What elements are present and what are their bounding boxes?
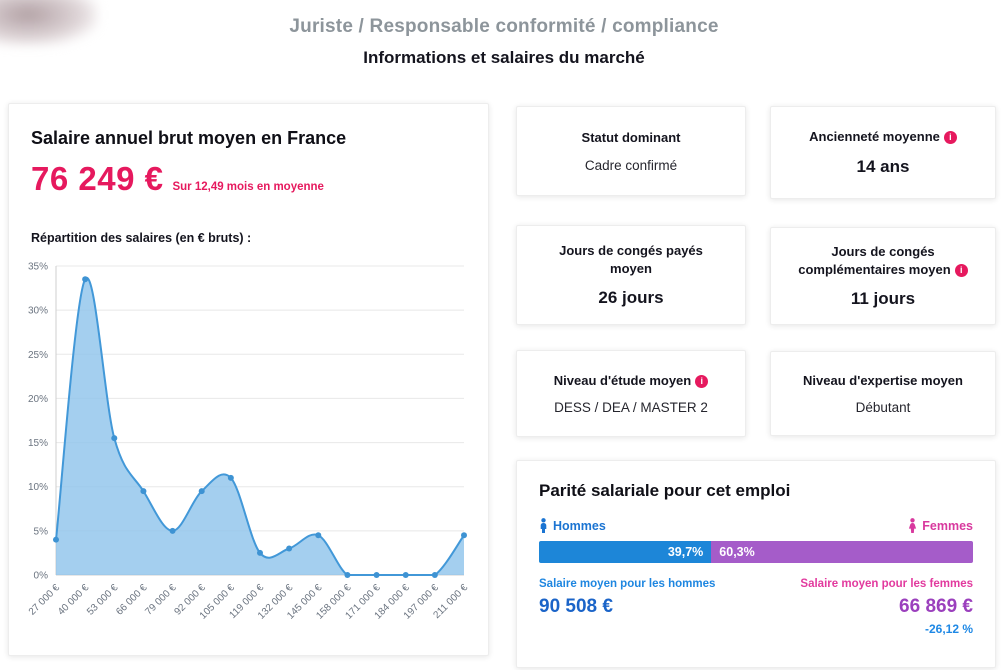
men-salary-value: 90 508 €	[539, 596, 613, 617]
parity-bar-men: 39,7%	[539, 541, 712, 563]
legend-women: Femmes	[908, 518, 973, 533]
parity-men-pct: 39,7%	[667, 545, 704, 559]
stat-card-statut-dominant: Statut dominant Cadre confirmé	[516, 106, 746, 196]
svg-text:15%: 15%	[28, 438, 48, 449]
women-salary-label: Salaire moyen pour les femmes	[800, 578, 973, 590]
info-icon[interactable]: i	[943, 131, 957, 145]
parity-stacked-bar: 39,7% 60,3%	[539, 541, 973, 563]
stat-value: Débutant	[855, 400, 911, 416]
legend-men-label: Hommes	[553, 518, 606, 533]
info-icon[interactable]: i	[954, 263, 968, 277]
stat-label-text: Jours de congés payés moyen	[559, 242, 703, 276]
stat-label: Jours de congés payés moyen	[546, 242, 716, 277]
info-icon[interactable]: i	[695, 374, 709, 388]
stat-label-text: Statut dominant	[581, 130, 681, 146]
female-icon	[909, 518, 917, 533]
salary-gap-value: -26,12 %	[924, 622, 973, 636]
stat-card-niveau-expertise: Niveau d'expertise moyen Débutant	[770, 351, 996, 436]
legend-men: Hommes	[539, 518, 606, 533]
parity-bottom: Salaire moyen pour les hommes 90 508 € S…	[539, 578, 973, 636]
svg-text:30%: 30%	[28, 306, 48, 317]
stat-label: Ancienneté moyenne i	[809, 128, 957, 146]
stat-label: Statut dominant	[582, 129, 681, 147]
svg-text:0%: 0%	[34, 571, 49, 582]
average-salary-row: 76 249 € Sur 12,49 mois en moyenne	[31, 160, 324, 198]
stat-card-anciennete-moyenne: Ancienneté moyenne i 14 ans	[770, 106, 996, 199]
parity-bar-women: 60,3%	[711, 541, 973, 563]
men-salary-label: Salaire moyen pour les hommes	[539, 578, 716, 590]
stat-value: 11 jours	[850, 289, 916, 309]
stat-value: DESS / DEA / MASTER 2	[554, 400, 708, 416]
stat-value: 26 jours	[598, 288, 664, 308]
stat-label-text: Niveau d'étude moyen	[553, 372, 692, 388]
stat-value: Cadre confirmé	[584, 157, 678, 173]
stat-label-text: Niveau d'expertise moyen	[803, 372, 963, 388]
stat-label-text: Ancienneté moyenne	[809, 129, 940, 145]
average-salary-card: Salaire annuel brut moyen en France 76 2…	[8, 103, 489, 656]
salary-card-title: Salaire annuel brut moyen en France	[31, 128, 347, 148]
svg-text:35%: 35%	[28, 262, 48, 273]
stat-label: Niveau d'étude moyen i	[553, 372, 709, 390]
stat-label: Jours de congés complémentaires moyen i	[798, 243, 968, 278]
average-salary-value: 76 249 €	[31, 160, 164, 197]
svg-text:10%: 10%	[28, 482, 48, 493]
stat-value: 14 ans	[856, 156, 910, 176]
salary-parity-card: Parité salariale pour cet emploi Hommes …	[516, 460, 996, 668]
stat-label-text: Jours de congés complémentaires moyen	[798, 243, 951, 277]
average-salary-note: Sur 12,49 mois en moyenne	[172, 181, 324, 193]
salary-distribution-chart: 0%5%10%15%20%25%30%35%27 000 €40 000 €53…	[27, 262, 471, 622]
women-salary-block: Salaire moyen pour les femmes 66 869 € -…	[800, 578, 973, 636]
legend-women-label: Femmes	[922, 518, 973, 533]
distribution-label: Répartition des salaires (en € bruts) :	[31, 231, 252, 245]
men-salary-block: Salaire moyen pour les hommes 90 508 €	[539, 578, 715, 636]
parity-title: Parité salariale pour cet emploi	[539, 481, 791, 500]
women-salary-value: 66 869 €	[899, 596, 973, 617]
stat-card-conges-complementaires: Jours de congés complémentaires moyen i 1…	[770, 227, 996, 325]
svg-text:25%: 25%	[28, 350, 48, 361]
partial-logo-image	[0, 0, 98, 46]
parity-legend: Hommes Femmes	[539, 518, 973, 533]
stat-label: Niveau d'expertise moyen	[803, 372, 963, 390]
parity-women-pct: 60,3%	[719, 545, 755, 559]
page-title: Juriste / Responsable conformité / compl…	[289, 16, 719, 37]
svg-text:5%: 5%	[34, 526, 49, 537]
stat-card-conges-payes: Jours de congés payés moyen 26 jours	[516, 225, 746, 325]
page-subtitle: Informations et salaires du marché	[363, 48, 645, 67]
stat-card-niveau-etude: Niveau d'étude moyen i DESS / DEA / MASTE…	[516, 350, 746, 437]
svg-text:20%: 20%	[28, 394, 48, 405]
male-icon	[540, 518, 547, 533]
